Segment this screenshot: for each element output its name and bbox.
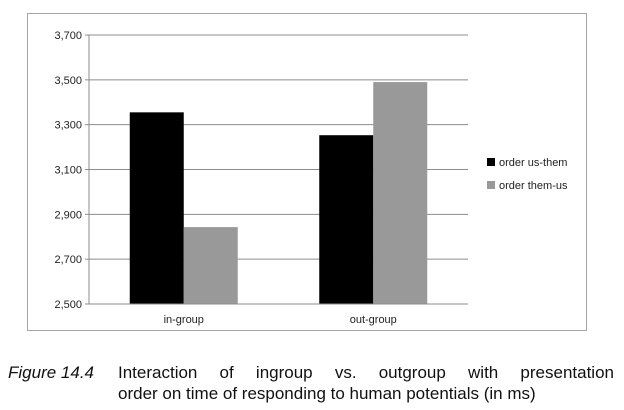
chart-area: 2,500 2,700 2,900 3,100 3,300 3,500 3,700 in-g… — [27, 13, 587, 331]
bar-out-group-order-them-us — [373, 82, 428, 304]
caption-label: Figure 14.4 — [8, 363, 94, 382]
y-tick-label: 2,900 — [54, 209, 82, 221]
bar-in-group-order-them-us — [183, 227, 238, 304]
x-axis-labels: in-group out-group — [164, 314, 397, 326]
legend-swatch — [487, 158, 495, 166]
axes — [88, 35, 468, 305]
y-tick-label: 3,500 — [54, 75, 82, 87]
bars — [129, 82, 428, 305]
bar-out-group-order-us-them — [319, 135, 374, 304]
bar-chart: 2,500 2,700 2,900 3,100 3,300 3,500 3,700 in-g… — [54, 30, 568, 326]
x-tick-label: in-group — [164, 314, 204, 326]
caption-line-2: order on time of responding to human pot… — [118, 384, 536, 403]
legend-label: order us-them — [499, 157, 567, 169]
y-tick-label: 2,700 — [54, 254, 82, 266]
legend-swatch — [487, 181, 495, 189]
caption-line-1: Interaction of ingroup vs. outgroup with… — [118, 363, 614, 382]
y-axis-ticks: 2,500 2,700 2,900 3,100 3,300 3,500 3,700 — [54, 30, 89, 311]
x-tick-label: out-group — [350, 314, 397, 326]
y-tick-label: 2,500 — [54, 299, 82, 311]
legend-label: order them-us — [499, 180, 568, 192]
y-tick-label: 3,300 — [54, 120, 82, 132]
legend: order us-them order them-us — [487, 157, 568, 192]
y-tick-label: 3,700 — [54, 30, 82, 42]
y-tick-label: 3,100 — [54, 165, 82, 177]
bar-in-group-order-us-them — [129, 112, 184, 305]
